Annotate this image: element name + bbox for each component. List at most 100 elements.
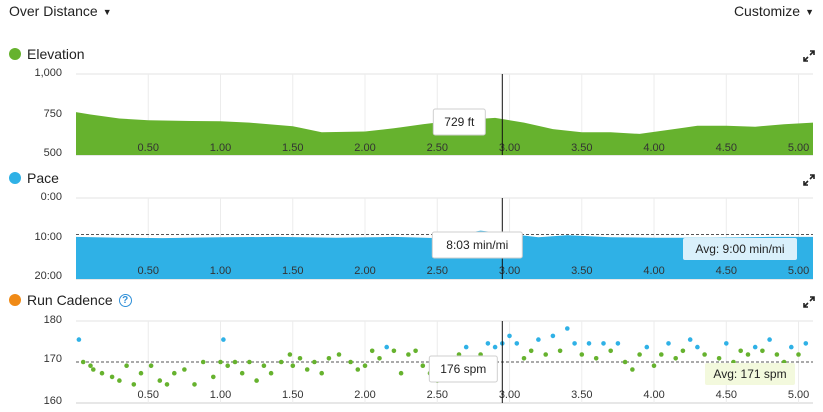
cadence-point (463, 344, 469, 350)
cadence-point (666, 341, 671, 346)
cadence-point (211, 374, 216, 380)
x-tick-label: 4.50 (716, 265, 737, 277)
cadence-point (673, 356, 678, 361)
pace-legend-dot (9, 172, 21, 184)
elevation-legend-dot (9, 48, 21, 60)
cadence-point (247, 359, 252, 365)
cadence-point (398, 370, 404, 376)
cadence-y-tick: 180 (43, 314, 62, 326)
elevation-title-text: Elevation (27, 46, 85, 62)
tooltip: 729 ft (432, 108, 486, 136)
x-tick-label: 1.50 (282, 265, 303, 277)
cadence-point (355, 367, 361, 372)
cadence-point (391, 348, 397, 354)
elevation-chart-title: Elevation (9, 46, 85, 62)
x-tick-label: 4.00 (643, 265, 664, 277)
cadence-point (326, 356, 332, 361)
x-tick-label: 5.00 (788, 389, 809, 401)
x-tick-label: 3.50 (571, 265, 592, 277)
cadence-point (680, 348, 686, 354)
x-tick-label: 3.00 (499, 265, 520, 277)
cadence-point (543, 352, 548, 357)
cadence-point (261, 363, 267, 369)
cadence-point (348, 359, 353, 365)
cadence-point (622, 359, 628, 365)
customize-dropdown[interactable]: Customize ▼ (734, 3, 814, 19)
cadence-point (507, 333, 512, 339)
view-mode-label: Over Distance (9, 3, 98, 19)
cadence-point (413, 348, 418, 354)
x-tick-label: 4.00 (643, 389, 664, 401)
x-tick-label: 1.50 (282, 142, 303, 154)
cadence-point (319, 370, 325, 376)
average-label-text: Avg: 171 spm (713, 367, 786, 381)
caret-down-icon: ▼ (805, 7, 814, 17)
elevation-y-tick: 750 (43, 108, 62, 120)
help-icon[interactable]: ? (118, 293, 132, 307)
cadence-point (297, 356, 303, 361)
cadence-point (406, 352, 411, 357)
x-tick-label: 1.00 (210, 142, 231, 154)
cadence-point (254, 378, 259, 383)
elevation-y-tick: 1,000 (34, 67, 62, 79)
x-tick-label: 2.50 (427, 389, 448, 401)
cadence-point (278, 359, 284, 365)
cadence-point (232, 359, 238, 365)
cadence-chart-title: Run Cadence ? (9, 292, 132, 308)
cadence-point (287, 352, 293, 357)
x-tick-label: 1.00 (210, 389, 231, 401)
x-tick-label: 2.50 (427, 265, 448, 277)
x-tick-label: 2.50 (427, 142, 448, 154)
pace-y-tick: 0:00 (40, 191, 62, 203)
cadence-point (88, 363, 93, 369)
cadence-point (362, 363, 368, 369)
expand-icon[interactable] (803, 296, 815, 308)
tooltip-text: 176 spm (440, 362, 486, 376)
cadence-point (630, 367, 635, 372)
tooltip: 8:03 min/mi (431, 231, 523, 259)
cadence-point (239, 370, 245, 376)
cadence-point (312, 359, 317, 365)
pace-chart-title: Pace (9, 170, 59, 186)
cadence-point (290, 363, 296, 369)
pace-y-tick: 10:00 (34, 231, 62, 243)
customize-label: Customize (733, 3, 801, 19)
caret-down-icon: ▼ (102, 7, 112, 17)
average-label: Avg: 9:00 min/mi (683, 238, 797, 260)
cadence-point (514, 341, 520, 346)
cadence-point (557, 348, 563, 354)
cadence-point (803, 341, 809, 346)
cadence-y-tick: 170 (43, 353, 62, 365)
average-label-box (683, 238, 797, 260)
cadence-point (420, 363, 426, 369)
average-label: Avg: 171 spm (705, 363, 795, 385)
cadence-point (99, 370, 105, 376)
cadence-point (550, 333, 556, 339)
x-tick-label: 5.00 (788, 142, 809, 154)
x-tick-label: 0.50 (138, 142, 159, 154)
cadence-title-text: Run Cadence (27, 292, 113, 308)
x-tick-label: 1.00 (210, 265, 231, 277)
cadence-point (716, 356, 722, 361)
x-tick-label: 1.50 (282, 389, 303, 401)
cadence-point (644, 344, 650, 350)
cadence-point (796, 352, 801, 357)
cadence-point (336, 352, 342, 357)
cadence-point (80, 359, 86, 365)
cadence-point (745, 352, 751, 357)
cadence-point (528, 348, 534, 354)
cadence-point (200, 359, 206, 365)
cadence-point (131, 382, 137, 387)
x-tick-label: 3.00 (499, 142, 520, 154)
average-label-box (705, 363, 795, 385)
view-mode-dropdown[interactable]: Over Distance ▼ (9, 3, 112, 19)
cadence-point (109, 374, 115, 380)
cadence-point (148, 363, 154, 369)
expand-icon[interactable] (803, 50, 815, 62)
cadence-y-tick: 160 (43, 395, 62, 407)
expand-icon[interactable] (803, 174, 815, 186)
cadence-point (586, 341, 592, 346)
cadence-legend-dot (9, 294, 21, 306)
cadence-point (124, 363, 129, 369)
